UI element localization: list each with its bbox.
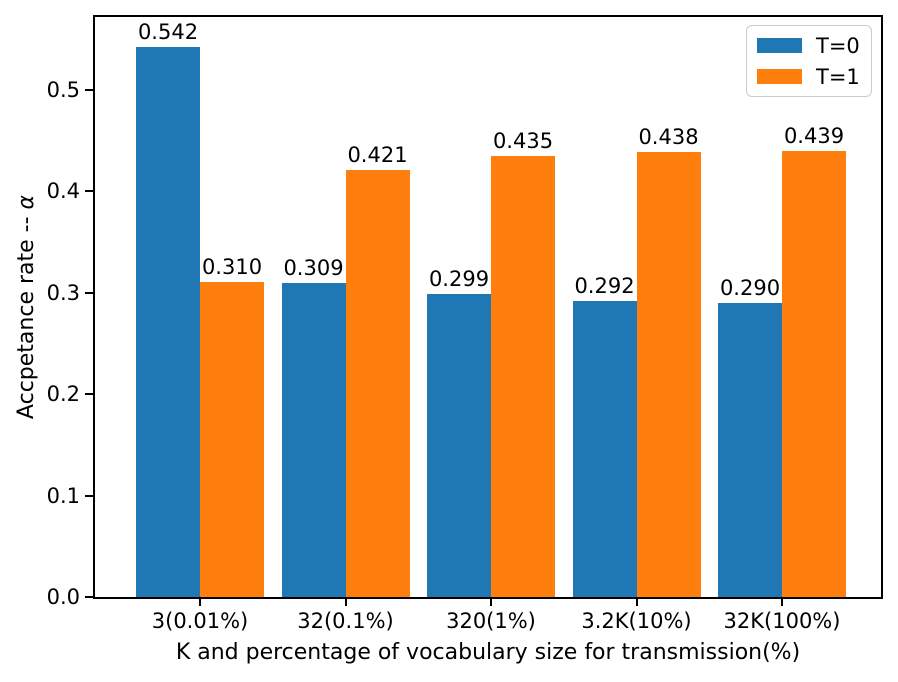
x-tick-label: 32(0.1%)	[297, 609, 394, 633]
bar-value-label: 0.290	[719, 275, 781, 300]
x-tick-mark	[490, 599, 492, 606]
y-axis-label-text: Accpetance rate --	[14, 209, 39, 420]
x-tick-mark	[781, 599, 783, 606]
bar-value-label: 0.542	[137, 19, 199, 44]
bar-value-label: 0.439	[783, 124, 845, 149]
y-tick-mark	[85, 291, 93, 294]
legend-swatch-T=1	[757, 69, 802, 84]
bar-value-label: 0.435	[492, 128, 554, 153]
x-tick-mark	[635, 599, 638, 606]
legend-entry-T=0: T=0	[757, 34, 861, 58]
y-tick-mark	[85, 393, 93, 395]
bar-T=1-32(0.1%)	[345, 169, 410, 597]
y-tick-mark	[85, 596, 93, 598]
bar-value-label: 0.421	[347, 142, 408, 167]
y-tick-label: 0.1	[46, 483, 80, 508]
x-tick-mark	[199, 599, 201, 606]
bar-T=0-320(1%)	[427, 293, 491, 597]
legend: T=0 T=1	[746, 25, 872, 97]
y-tick-mark	[85, 88, 93, 91]
y-tick-label: 0.4	[46, 179, 80, 203]
x-tick-label: 320(1%)	[446, 609, 536, 633]
bars-layer: 0.542 0.309 0.299 0.292 0.290 0.310 0.421 0.435…	[95, 17, 881, 597]
bar-T=1-3.2K(10%)	[636, 152, 701, 597]
x-tick-label: 32K(100%)	[723, 609, 841, 633]
plot-area: 0.542 0.309 0.299 0.292 0.290 0.310 0.421 0.435…	[93, 15, 883, 599]
y-tick-label: 0.5	[46, 77, 80, 102]
x-tick-mark	[344, 599, 347, 606]
bar-value-label: 0.309	[283, 256, 344, 281]
y-tick-mark	[85, 190, 93, 192]
bar-value-label: 0.310	[201, 255, 263, 280]
bar-T=1-32K(100%)	[782, 151, 846, 597]
bar-T=1-3(0.01%)	[200, 282, 264, 597]
legend-label: T=0	[816, 33, 860, 58]
y-tick-label: 0.2	[46, 382, 80, 406]
x-axis-label: K and percentage of vocabulary size for …	[175, 640, 801, 665]
bar-T=0-32(0.1%)	[281, 283, 346, 597]
x-tick-label: 3.2K(10%)	[581, 609, 692, 633]
bar-T=1-320(1%)	[491, 155, 555, 597]
bar-T=0-3(0.01%)	[136, 46, 200, 597]
y-tick-label: 0.0	[46, 585, 80, 609]
y-axis-label: Accpetance rate -- α	[14, 107, 40, 507]
legend-entry-T=1: T=1	[757, 65, 861, 89]
y-tick-mark	[85, 494, 93, 497]
alpha-symbol: α	[14, 194, 39, 210]
legend-label: T=1	[816, 64, 860, 89]
bar-T=0-32K(100%)	[718, 302, 782, 597]
x-tick-label: 3(0.01%)	[151, 609, 249, 633]
bar-value-label: 0.438	[638, 125, 699, 150]
bar-value-label: 0.299	[428, 266, 490, 291]
bar-value-label: 0.292	[574, 273, 635, 298]
legend-swatch-T=0	[757, 38, 802, 53]
y-tick-label: 0.3	[46, 280, 80, 305]
bar-T=0-3.2K(10%)	[572, 300, 637, 597]
